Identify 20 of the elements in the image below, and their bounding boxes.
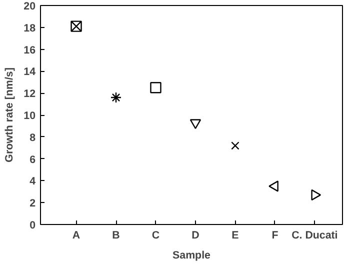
y-tick-label: 18 <box>24 22 36 34</box>
y-tick-label: 2 <box>30 198 36 210</box>
y-tick-label: 14 <box>24 66 36 78</box>
y-tick-label: 8 <box>30 132 36 144</box>
x-tick-label: C. Ducati <box>292 230 338 242</box>
x-tick-label: A <box>72 230 80 242</box>
y-tick-label: 0 <box>30 220 36 232</box>
x-tick-label: D <box>192 230 200 242</box>
y-tick-label: 4 <box>30 176 36 188</box>
x-tick-label: B <box>112 230 120 242</box>
x-tick-label: E <box>232 230 239 242</box>
y-axis-title: Growth rate [nm/s] <box>4 68 16 162</box>
x-tick-label: C <box>152 230 160 242</box>
y-tick-label: 10 <box>24 110 36 122</box>
x-tick-label: F <box>272 230 279 242</box>
y-tick-label: 16 <box>24 44 36 56</box>
y-tick-label: 20 <box>24 0 36 12</box>
y-tick-label: 12 <box>24 88 36 100</box>
y-tick-label: 6 <box>30 154 36 166</box>
x-axis-title: Sample <box>172 250 211 262</box>
